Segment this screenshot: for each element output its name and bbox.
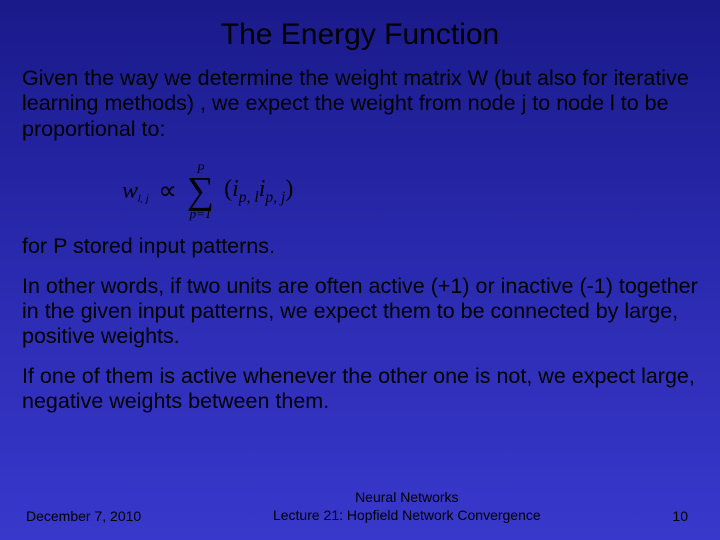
i2-sub: p, j — [265, 189, 285, 206]
footer-center-line2: Lecture 21: Hopfield Network Convergence — [273, 507, 541, 525]
summand: (ip, lip, j) — [224, 176, 293, 207]
slide-title: The Energy Function — [22, 18, 698, 52]
paragraph-4: If one of them is active whenever the ot… — [22, 364, 698, 415]
footer-center-line1: Neural Networks — [273, 489, 541, 507]
footer-date: December 7, 2010 — [26, 508, 141, 524]
footer-center: Neural Networks Lecture 21: Hopfield Net… — [273, 489, 541, 524]
formula-lhs-sub: l, j — [138, 194, 148, 205]
i1-var: i — [232, 176, 239, 202]
footer-page-number: 10 — [672, 508, 688, 524]
paren-close: ) — [285, 176, 293, 202]
summation: P ∑ p=1 — [187, 162, 214, 220]
paragraph-1: Given the way we determine the weight ma… — [22, 66, 698, 142]
paragraph-3: In other words, if two units are often a… — [22, 274, 698, 350]
paren-open: ( — [224, 176, 232, 202]
sum-lower: p=1 — [190, 207, 212, 220]
paragraph-2: for P stored input patterns. — [22, 234, 698, 259]
formula: wl, j ∝ P ∑ p=1 (ip, lip, j) — [122, 162, 698, 220]
formula-lhs-var: w — [122, 178, 138, 204]
slide-footer: December 7, 2010 Neural Networks Lecture… — [22, 489, 698, 526]
formula-lhs: wl, j — [122, 178, 148, 205]
propto-symbol: ∝ — [158, 176, 177, 206]
i1-sub: p, l — [239, 189, 259, 206]
slide: The Energy Function Given the way we det… — [0, 0, 720, 540]
sum-symbol: ∑ — [187, 175, 214, 207]
